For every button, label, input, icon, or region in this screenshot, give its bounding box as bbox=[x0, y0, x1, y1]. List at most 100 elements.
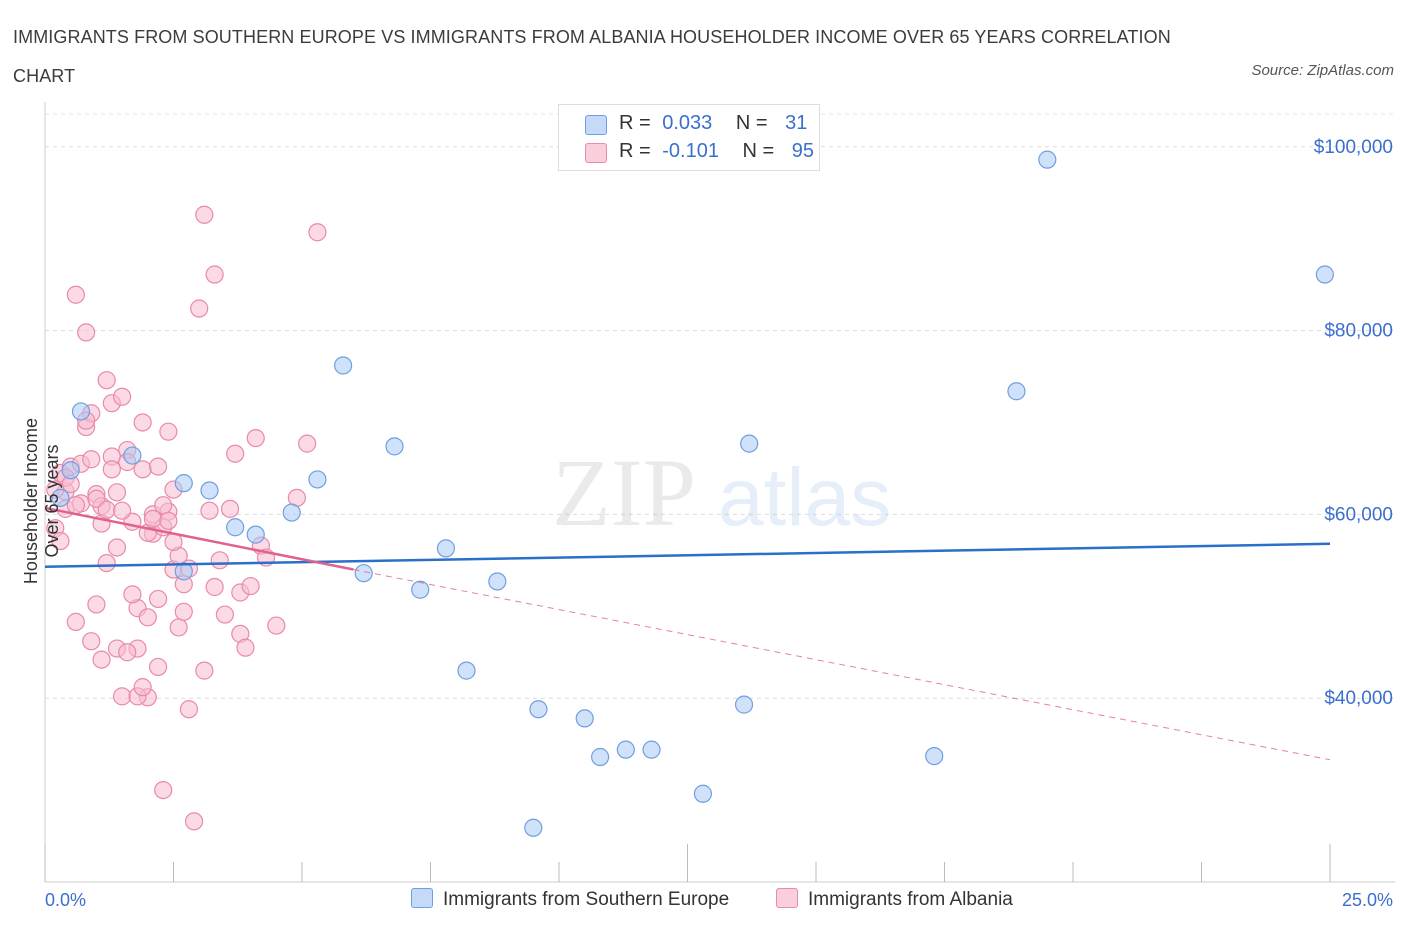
albania-points bbox=[46, 205, 327, 831]
data-point bbox=[97, 371, 116, 390]
data-point bbox=[195, 205, 214, 224]
data-point bbox=[236, 638, 255, 657]
data-point bbox=[133, 413, 152, 432]
data-point bbox=[925, 746, 944, 766]
y-tick-label: $60,000 bbox=[1324, 504, 1393, 525]
data-point bbox=[51, 531, 70, 551]
data-point bbox=[1007, 382, 1026, 401]
data-point bbox=[174, 474, 193, 493]
watermark-zip: ZIP bbox=[552, 439, 696, 546]
data-point bbox=[220, 499, 240, 518]
data-point bbox=[107, 538, 127, 557]
data-point bbox=[354, 564, 373, 583]
data-point bbox=[308, 223, 327, 242]
data-point bbox=[66, 285, 85, 304]
data-point bbox=[282, 503, 301, 522]
legend-albania[interactable]: Immigrants from Albania bbox=[776, 888, 1013, 916]
data-point bbox=[226, 444, 245, 463]
correlation-legend: R = 0.033 N = 31 R = -0.101 N = 95 bbox=[558, 104, 820, 171]
legend-r-label: R = bbox=[619, 140, 651, 162]
data-point bbox=[184, 812, 204, 831]
data-point bbox=[82, 632, 101, 651]
legend-swatch-blue bbox=[585, 115, 607, 135]
x-tick-max: 25.0% bbox=[1341, 890, 1393, 910]
data-point bbox=[205, 265, 224, 284]
trend-line-albania bbox=[44, 506, 354, 571]
data-point bbox=[591, 747, 610, 767]
data-point bbox=[107, 483, 127, 502]
data-point bbox=[616, 740, 635, 759]
trend-line-albania-extended bbox=[353, 569, 1331, 761]
y-tick-label: $80,000 bbox=[1324, 321, 1393, 342]
data-point bbox=[457, 661, 476, 680]
data-point bbox=[138, 608, 157, 627]
legend-southern-europe[interactable]: Immigrants from Southern Europe bbox=[411, 888, 729, 916]
data-point bbox=[436, 539, 456, 558]
data-point bbox=[97, 500, 116, 519]
data-point bbox=[1038, 150, 1057, 169]
data-point bbox=[112, 501, 132, 520]
data-point bbox=[82, 450, 101, 469]
legend-r-label: R = bbox=[619, 112, 651, 134]
data-point bbox=[87, 595, 106, 614]
data-point bbox=[524, 818, 543, 837]
source-label: Source: ZipAtlas.com bbox=[1251, 62, 1394, 79]
watermark-atlas: atlas bbox=[718, 452, 891, 543]
data-point bbox=[154, 780, 173, 800]
data-point bbox=[159, 511, 178, 530]
data-point bbox=[200, 501, 219, 520]
data-point bbox=[92, 650, 111, 669]
data-point bbox=[740, 434, 759, 453]
data-point bbox=[734, 695, 754, 714]
trend-line-southern-europe bbox=[44, 542, 1331, 569]
data-point bbox=[133, 678, 152, 697]
data-point bbox=[246, 525, 265, 544]
x-tick-min: 0.0% bbox=[45, 890, 87, 910]
data-point bbox=[642, 740, 661, 759]
data-point bbox=[71, 402, 91, 421]
data-point bbox=[77, 323, 96, 342]
southern-europe-points bbox=[51, 150, 1334, 837]
data-point bbox=[488, 572, 507, 591]
data-point bbox=[246, 429, 265, 448]
data-point bbox=[308, 470, 327, 489]
data-point bbox=[298, 434, 317, 453]
data-point bbox=[334, 356, 353, 375]
data-point bbox=[148, 457, 168, 476]
data-point bbox=[575, 709, 594, 728]
y-axis-label: Householder Income Over 65 years bbox=[21, 417, 62, 585]
data-point bbox=[174, 562, 193, 581]
data-point bbox=[411, 580, 430, 599]
data-point bbox=[112, 387, 132, 406]
legend-n-label: N = bbox=[742, 140, 775, 162]
y-tick-labels: $40,000 $60,000 $80,000 $100,000 bbox=[1314, 137, 1393, 709]
legend-n-value: 95 bbox=[791, 140, 815, 162]
data-point bbox=[169, 618, 188, 637]
legend-n-label: N = bbox=[735, 112, 768, 134]
data-point bbox=[529, 700, 548, 719]
legend-swatch-blue bbox=[411, 888, 433, 908]
data-point bbox=[241, 576, 260, 596]
data-point bbox=[200, 481, 219, 500]
data-point bbox=[174, 602, 193, 621]
data-point bbox=[159, 422, 178, 441]
data-point bbox=[154, 496, 173, 515]
data-point bbox=[179, 700, 199, 719]
legend-label: Immigrants from Albania bbox=[808, 889, 1013, 910]
legend-label: Immigrants from Southern Europe bbox=[443, 889, 730, 910]
data-point bbox=[226, 518, 245, 537]
data-point bbox=[385, 437, 404, 456]
watermark: ZIP atlas bbox=[552, 439, 891, 546]
data-point bbox=[215, 605, 234, 624]
data-point bbox=[190, 299, 209, 318]
data-point bbox=[118, 643, 137, 662]
data-point bbox=[148, 657, 168, 677]
legend-swatch-pink bbox=[776, 888, 798, 908]
y-tick-label: $100,000 bbox=[1314, 137, 1393, 158]
data-point bbox=[102, 460, 121, 479]
grid-layer bbox=[45, 113, 1395, 699]
data-point bbox=[97, 553, 116, 573]
legend-swatch-pink bbox=[585, 143, 607, 163]
data-point bbox=[123, 585, 142, 604]
